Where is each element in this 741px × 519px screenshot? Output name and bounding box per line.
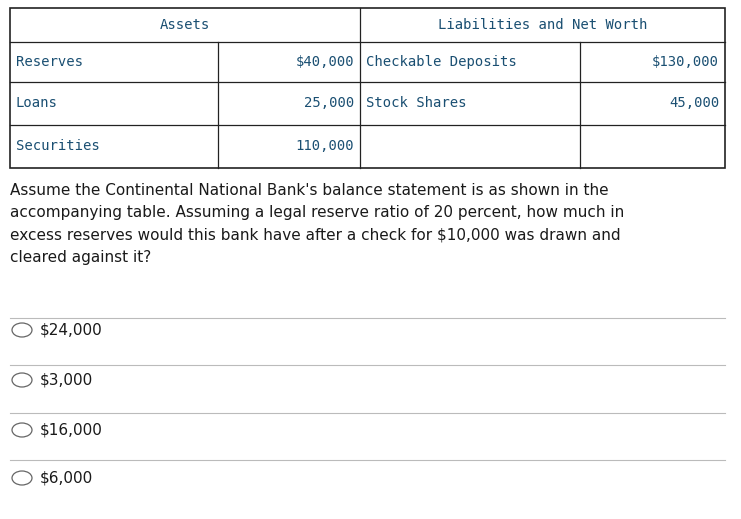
Text: 110,000: 110,000 bbox=[296, 140, 354, 154]
Text: Reserves: Reserves bbox=[16, 55, 83, 69]
Text: Liabilities and Net Worth: Liabilities and Net Worth bbox=[438, 18, 647, 32]
Text: $3,000: $3,000 bbox=[40, 373, 93, 388]
Text: Stock Shares: Stock Shares bbox=[366, 97, 466, 111]
Text: $24,000: $24,000 bbox=[40, 322, 103, 337]
Text: Assume the Continental National Bank's balance statement is as shown in the
acco: Assume the Continental National Bank's b… bbox=[10, 183, 624, 265]
Text: Loans: Loans bbox=[16, 97, 58, 111]
Text: Assets: Assets bbox=[160, 18, 210, 32]
Bar bbox=[10, 8, 725, 168]
Text: $40,000: $40,000 bbox=[296, 55, 354, 69]
Text: 45,000: 45,000 bbox=[669, 97, 719, 111]
Text: 25,000: 25,000 bbox=[304, 97, 354, 111]
Text: $6,000: $6,000 bbox=[40, 471, 93, 485]
Text: $130,000: $130,000 bbox=[652, 55, 719, 69]
Text: Securities: Securities bbox=[16, 140, 100, 154]
Text: $16,000: $16,000 bbox=[40, 422, 103, 438]
Text: Checkable Deposits: Checkable Deposits bbox=[366, 55, 516, 69]
